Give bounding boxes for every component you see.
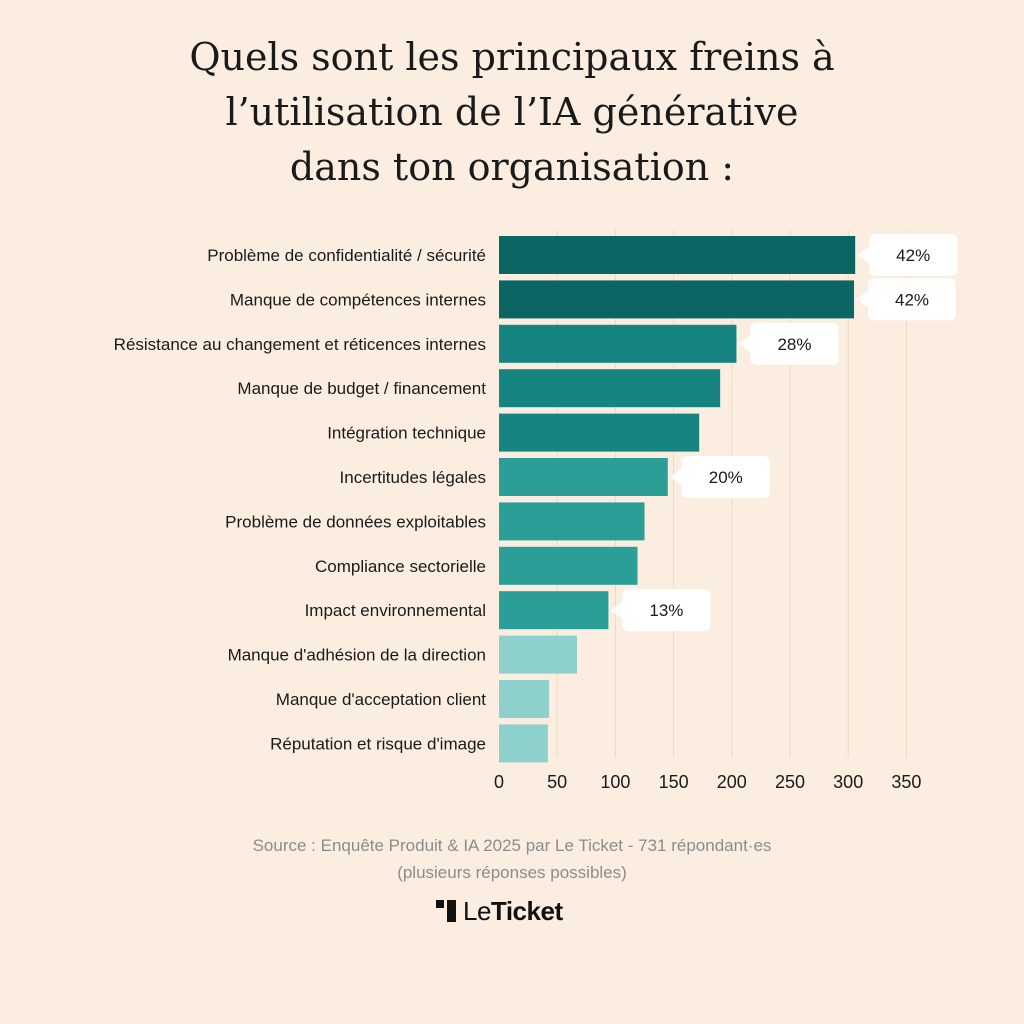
category-label: Incertitudes légales — [340, 468, 486, 487]
bar — [499, 591, 609, 630]
x-tick-label: 350 — [891, 772, 921, 792]
title-line-2: l’utilisation de l’IA générative — [225, 90, 799, 134]
callout-box — [868, 278, 957, 321]
category-label: Résistance au changement et réticences i… — [114, 335, 486, 354]
title-line-3: dans ton organisation : — [289, 145, 735, 189]
x-tick-label: 100 — [600, 772, 630, 792]
callout-pointer — [738, 334, 752, 353]
callout-box — [869, 234, 958, 276]
bar — [499, 546, 638, 585]
category-label: Manque d'acceptation client — [276, 690, 486, 709]
x-tick-label: 200 — [717, 772, 747, 792]
source-line-2: (plusieurs réponses possibles) — [397, 863, 627, 882]
category-label: Problème de données exploitables — [225, 512, 486, 531]
title-line-1: Quels sont les principaux freins à — [189, 35, 835, 79]
bar — [499, 413, 700, 452]
callout-box — [681, 456, 770, 498]
bar — [499, 502, 645, 541]
leticket-logo: LeTicket — [436, 895, 563, 927]
callout-label: 20% — [709, 468, 743, 487]
bar-chart: Problème de confidentialité / sécurité Ma… — [114, 230, 958, 792]
bar — [499, 369, 721, 408]
category-label: Compliance sectorielle — [315, 557, 486, 576]
category-label: Réputation et risque d'image — [270, 734, 486, 753]
category-label: Impact environnemental — [305, 601, 486, 620]
callout-pointer — [610, 601, 624, 620]
x-tick-label: 300 — [833, 772, 863, 792]
category-label: Intégration technique — [327, 424, 486, 443]
callout-pointer — [669, 468, 683, 486]
bar — [499, 280, 855, 319]
bar — [499, 236, 856, 274]
x-tick-label: 250 — [775, 772, 805, 792]
callout-box — [750, 322, 839, 365]
category-label: Problème de confidentialité / sécurité — [207, 246, 486, 265]
bar — [499, 458, 668, 496]
category-label: Manque de budget / financement — [237, 379, 486, 398]
bar — [499, 635, 577, 674]
callout-label: 13% — [649, 601, 683, 620]
category-label: Manque d'adhésion de la direction — [228, 646, 486, 665]
logo-mark-icon — [436, 900, 456, 922]
x-tick-label: 0 — [494, 772, 504, 792]
logo-text: LeTicket — [463, 895, 563, 926]
category-label: Manque de compétences internes — [230, 290, 486, 309]
source-note: Source : Enquête Produit & IA 2025 par L… — [0, 832, 1024, 886]
callout-pointer — [857, 246, 871, 264]
source-line-1: Source : Enquête Produit & IA 2025 par L… — [252, 836, 772, 855]
x-tick-label: 150 — [659, 772, 689, 792]
callout-box — [622, 589, 711, 632]
x-tick-label: 50 — [547, 772, 567, 792]
callout-label: 42% — [895, 290, 929, 309]
callout-pointer — [856, 290, 870, 309]
callout-label: 42% — [896, 246, 930, 265]
bar — [499, 324, 737, 363]
bar — [499, 724, 548, 763]
bar — [499, 680, 550, 718]
chart-title: Quels sont les principaux freins à l’uti… — [0, 30, 1024, 195]
callout-label: 28% — [777, 335, 811, 354]
